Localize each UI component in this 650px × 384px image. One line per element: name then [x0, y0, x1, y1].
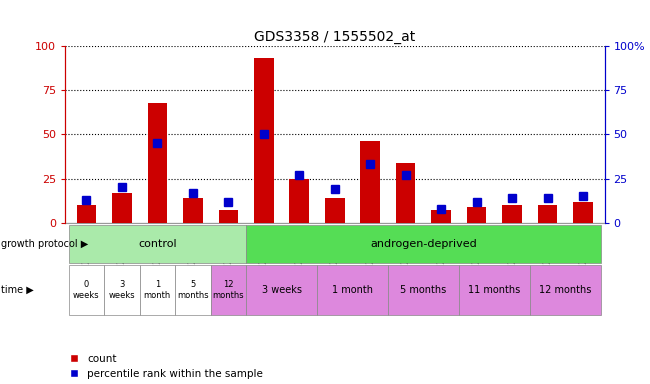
- Bar: [573, 202, 593, 223]
- Bar: [175, 265, 211, 315]
- Bar: [68, 265, 104, 315]
- Bar: [289, 179, 309, 223]
- Bar: [325, 198, 344, 223]
- Bar: [77, 205, 96, 223]
- Bar: [467, 207, 486, 223]
- Bar: [388, 265, 459, 315]
- Text: 0
weeks: 0 weeks: [73, 280, 99, 300]
- Bar: [459, 265, 530, 315]
- Text: 5 months: 5 months: [400, 285, 447, 295]
- Bar: [246, 265, 317, 315]
- Text: 1 month: 1 month: [332, 285, 373, 295]
- Bar: [530, 265, 601, 315]
- Bar: [104, 265, 140, 315]
- Legend: count, percentile rank within the sample: count, percentile rank within the sample: [70, 354, 263, 379]
- Bar: [432, 210, 451, 223]
- Bar: [68, 225, 246, 263]
- Text: 3 weeks: 3 weeks: [261, 285, 302, 295]
- Bar: [538, 205, 558, 223]
- Bar: [65, 223, 604, 258]
- Text: androgen-deprived: androgen-deprived: [370, 239, 477, 249]
- Bar: [112, 193, 131, 223]
- Text: 5
months: 5 months: [177, 280, 209, 300]
- Bar: [211, 265, 246, 315]
- Text: 12 months: 12 months: [540, 285, 592, 295]
- Text: 1
month: 1 month: [144, 280, 171, 300]
- Bar: [396, 163, 415, 223]
- Text: control: control: [138, 239, 177, 249]
- Bar: [254, 58, 274, 223]
- Title: GDS3358 / 1555502_at: GDS3358 / 1555502_at: [254, 30, 415, 44]
- Bar: [218, 210, 238, 223]
- Text: growth protocol ▶: growth protocol ▶: [1, 239, 88, 249]
- Text: 12
months: 12 months: [213, 280, 244, 300]
- Text: 11 months: 11 months: [469, 285, 521, 295]
- Bar: [502, 205, 522, 223]
- Text: time ▶: time ▶: [1, 285, 33, 295]
- Bar: [246, 225, 601, 263]
- Bar: [140, 265, 175, 315]
- Bar: [183, 198, 203, 223]
- Bar: [148, 103, 167, 223]
- Text: 3
weeks: 3 weeks: [109, 280, 135, 300]
- Bar: [317, 265, 388, 315]
- Bar: [361, 141, 380, 223]
